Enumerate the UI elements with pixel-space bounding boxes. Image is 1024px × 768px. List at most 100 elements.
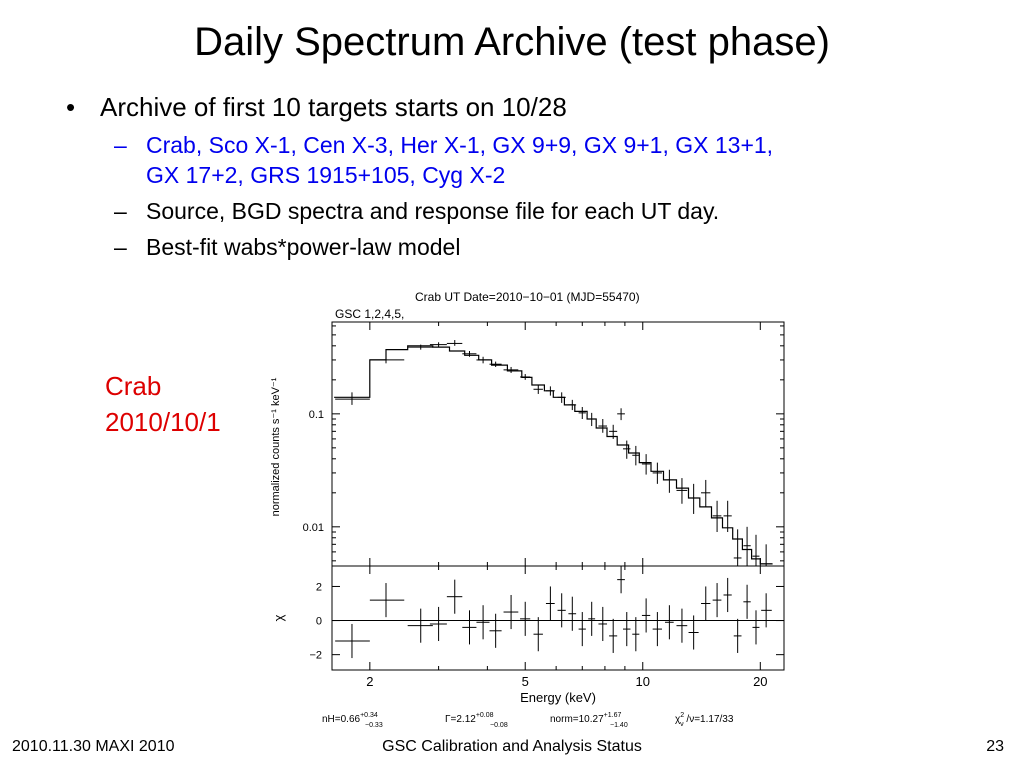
dash-marker: – [114, 132, 127, 158]
data-point [701, 479, 711, 507]
data-point [533, 385, 543, 394]
data-point [641, 454, 651, 475]
x-tick-label: 2 [366, 674, 373, 689]
bottom-y-axis-label: χ [271, 614, 286, 621]
residual-point [723, 577, 732, 613]
residual-point [652, 612, 662, 647]
top-y-axis-label: normalized counts s⁻¹ keV⁻¹ [270, 377, 282, 516]
y-tick-label: 0 [316, 616, 322, 628]
residual-point [545, 586, 555, 621]
bullet-list: Archive of first 10 targets starts on 10… [66, 90, 966, 262]
x-tick-label: 10 [636, 674, 650, 689]
bottom-panel-frame [331, 565, 785, 671]
data-point [598, 419, 608, 433]
residual-point [701, 586, 711, 621]
residual-point [676, 608, 688, 643]
sub-bullet-model: – Best-fit wabs*power-law model [66, 232, 966, 262]
residual-point [598, 606, 608, 642]
instrument-label: GSC 1,2,4,5, [335, 307, 404, 321]
bullet-archive-start: Archive of first 10 targets starts on 10… [66, 90, 966, 124]
fit-param-norm: norm=10.27+1.67 −1.40 [550, 712, 628, 729]
residual-point [664, 605, 674, 640]
target-list-line2: GX 17+2, GRS 1915+105, Cyg X-2 [146, 162, 506, 188]
data-point [761, 544, 772, 566]
data-point [489, 361, 502, 367]
data-point [723, 500, 732, 532]
residual-point [588, 601, 596, 636]
residual-point [761, 593, 772, 628]
dash-marker: – [114, 198, 127, 224]
data-point [688, 483, 699, 514]
fit-param-chi2: χ2 ν /ν=1.17/33 [675, 712, 734, 728]
data-point [520, 374, 531, 380]
residual-point [335, 623, 370, 659]
data-point [752, 534, 760, 566]
bottom-panel-ticks: 2 5 10 20 −2 0 2 [309, 566, 784, 689]
fit-param-nh: nH=0.66+0.34 −0.33 [322, 712, 383, 729]
top-panel-frame [331, 321, 785, 567]
y-tick-label: 0.1 [309, 409, 324, 421]
residual-point [568, 596, 577, 631]
residual-point [632, 617, 640, 652]
y-tick-label: 0.01 [303, 522, 324, 534]
data-point [622, 440, 631, 459]
data-point [568, 399, 577, 411]
residual-point [489, 613, 502, 648]
data-point [335, 392, 370, 405]
residual-points [335, 566, 772, 659]
residual-point [622, 612, 631, 647]
residual-point [752, 610, 760, 645]
data-point [676, 478, 688, 504]
sub-bullet-target-list: – Crab, Sco X-1, Cen X-3, Her X-1, GX 9+… [66, 130, 966, 190]
data-point [462, 350, 477, 357]
data-point [617, 408, 625, 421]
data-point [578, 406, 586, 420]
residual-point [641, 598, 651, 633]
dash-marker: – [114, 234, 127, 260]
data-point [503, 366, 519, 373]
y-tick-label: 2 [316, 581, 322, 593]
residual-point [712, 583, 722, 618]
top-panel-ticks: 0.01 0.1 [303, 322, 784, 566]
crab-label-line2: 2010/10/1 [105, 407, 221, 437]
x-tick-label: 20 [753, 674, 767, 689]
residual-point [578, 612, 586, 647]
sub-bullet-spectra-files: – Source, BGD spectra and response file … [66, 196, 966, 226]
data-point [743, 526, 751, 566]
crab-label-line1: Crab [105, 371, 162, 401]
x-axis-label: Energy (keV) [520, 690, 596, 705]
residual-point [617, 566, 625, 594]
data-point [557, 392, 566, 403]
x-tick-label: 5 [522, 674, 529, 689]
slide-title: Daily Spectrum Archive (test phase) [194, 20, 830, 64]
residual-point [407, 608, 433, 643]
footer-event: 2010.11.30 MAXI 2010 [12, 738, 175, 755]
data-point [652, 462, 662, 484]
footer-talk-title: GSC Calibration and Analysis Status [382, 738, 642, 755]
data-point [476, 356, 490, 364]
fit-param-gamma: Γ=2.12+0.08 −0.08 [445, 712, 508, 729]
residual-point [609, 618, 618, 653]
residual-point [557, 593, 566, 628]
data-point [609, 424, 618, 439]
residual-point [369, 583, 405, 618]
residual-point [446, 579, 463, 614]
data-point [407, 344, 433, 350]
target-list-line1: Crab, Sco X-1, Cen X-3, Her X-1, GX 9+9,… [146, 132, 774, 158]
crab-spectrum-chart: Crab UT Date=2010−10−01 (MJD=55470) GSC … [270, 290, 785, 729]
residual-point [733, 618, 742, 653]
data-point [588, 412, 596, 427]
data-point [664, 469, 674, 493]
crab-date-label: Crab 2010/10/1 [105, 368, 221, 440]
y-tick-label: −2 [309, 650, 322, 662]
residual-point [503, 594, 519, 630]
data-point [733, 529, 742, 566]
residual-point [743, 584, 751, 619]
model-histogram [334, 345, 773, 565]
data-point [446, 340, 463, 346]
residual-point [520, 601, 531, 636]
fit-parameters: nH=0.66+0.34 −0.33 Γ=2.12+0.08 −0.08 norm=… [322, 712, 734, 729]
residual-point [533, 617, 543, 652]
top-data-points [335, 340, 772, 566]
data-point [545, 386, 555, 396]
